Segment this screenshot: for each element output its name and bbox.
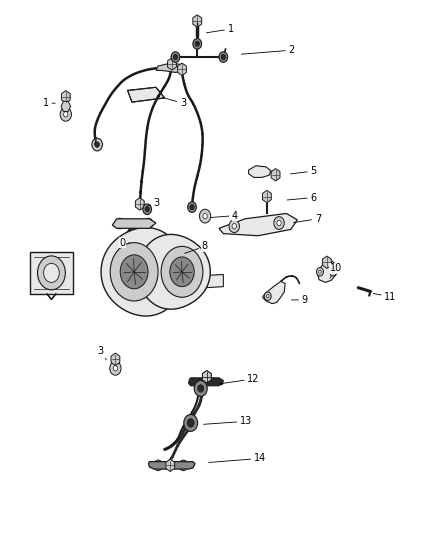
Circle shape <box>329 268 336 276</box>
Text: 1: 1 <box>206 24 234 34</box>
Text: 3: 3 <box>163 98 186 108</box>
Text: 6: 6 <box>287 192 317 203</box>
Circle shape <box>199 209 211 223</box>
Circle shape <box>277 220 281 225</box>
Circle shape <box>64 112 68 117</box>
Circle shape <box>116 218 124 229</box>
Polygon shape <box>135 198 144 210</box>
Circle shape <box>118 221 121 225</box>
Circle shape <box>193 38 201 49</box>
Text: 12: 12 <box>219 374 260 384</box>
Circle shape <box>179 460 187 471</box>
Polygon shape <box>61 91 70 103</box>
Circle shape <box>92 138 102 151</box>
Text: 8: 8 <box>185 241 208 253</box>
Text: 13: 13 <box>204 416 252 426</box>
Polygon shape <box>166 459 175 472</box>
Circle shape <box>144 218 153 229</box>
Polygon shape <box>61 101 71 111</box>
Circle shape <box>38 256 65 290</box>
Circle shape <box>198 385 204 392</box>
Circle shape <box>95 142 99 148</box>
Polygon shape <box>30 252 73 294</box>
Circle shape <box>147 221 150 225</box>
Circle shape <box>161 246 203 297</box>
Circle shape <box>317 268 323 276</box>
Circle shape <box>60 108 71 121</box>
Circle shape <box>184 415 198 431</box>
Circle shape <box>143 204 152 215</box>
Text: 1: 1 <box>43 98 55 108</box>
Circle shape <box>145 207 149 212</box>
Circle shape <box>190 205 194 210</box>
Polygon shape <box>138 235 210 309</box>
Circle shape <box>170 257 194 287</box>
Polygon shape <box>193 15 201 27</box>
Circle shape <box>110 361 121 375</box>
Circle shape <box>171 52 180 62</box>
Circle shape <box>154 460 162 471</box>
Circle shape <box>319 270 321 273</box>
Circle shape <box>187 202 196 213</box>
Polygon shape <box>249 166 271 177</box>
Text: 11: 11 <box>373 292 397 302</box>
Circle shape <box>173 54 178 60</box>
Polygon shape <box>101 228 185 316</box>
Polygon shape <box>111 353 120 366</box>
Polygon shape <box>202 370 211 383</box>
Text: 9: 9 <box>291 295 308 305</box>
Circle shape <box>203 214 207 219</box>
Text: 14: 14 <box>209 454 266 463</box>
Circle shape <box>221 54 226 60</box>
Circle shape <box>110 243 158 301</box>
Circle shape <box>182 463 185 467</box>
Circle shape <box>232 223 237 229</box>
Polygon shape <box>271 168 280 181</box>
Polygon shape <box>322 256 331 269</box>
Text: 2: 2 <box>241 45 295 55</box>
Polygon shape <box>202 370 211 383</box>
Text: 0: 0 <box>120 238 130 248</box>
Circle shape <box>120 255 148 289</box>
Text: 3: 3 <box>148 198 160 208</box>
Circle shape <box>195 41 199 46</box>
Circle shape <box>274 216 284 229</box>
Circle shape <box>156 463 160 467</box>
Text: 5: 5 <box>290 166 317 176</box>
Text: 3: 3 <box>97 346 106 360</box>
Polygon shape <box>156 64 184 72</box>
Text: 10: 10 <box>330 263 342 278</box>
Polygon shape <box>262 281 285 304</box>
Circle shape <box>219 52 228 62</box>
Polygon shape <box>188 378 223 386</box>
Polygon shape <box>113 219 156 228</box>
Circle shape <box>187 419 194 427</box>
Polygon shape <box>127 87 165 102</box>
Text: 4: 4 <box>211 211 238 221</box>
Circle shape <box>332 270 334 273</box>
Polygon shape <box>148 462 195 469</box>
Polygon shape <box>262 190 271 203</box>
Circle shape <box>44 263 59 282</box>
Polygon shape <box>317 261 337 282</box>
Circle shape <box>194 381 207 397</box>
Polygon shape <box>162 274 223 290</box>
Polygon shape <box>177 63 187 76</box>
Circle shape <box>264 292 271 301</box>
Polygon shape <box>219 214 297 236</box>
Polygon shape <box>168 58 177 70</box>
Circle shape <box>229 220 240 232</box>
Text: 7: 7 <box>293 214 321 224</box>
Circle shape <box>113 366 117 371</box>
Circle shape <box>266 295 269 298</box>
